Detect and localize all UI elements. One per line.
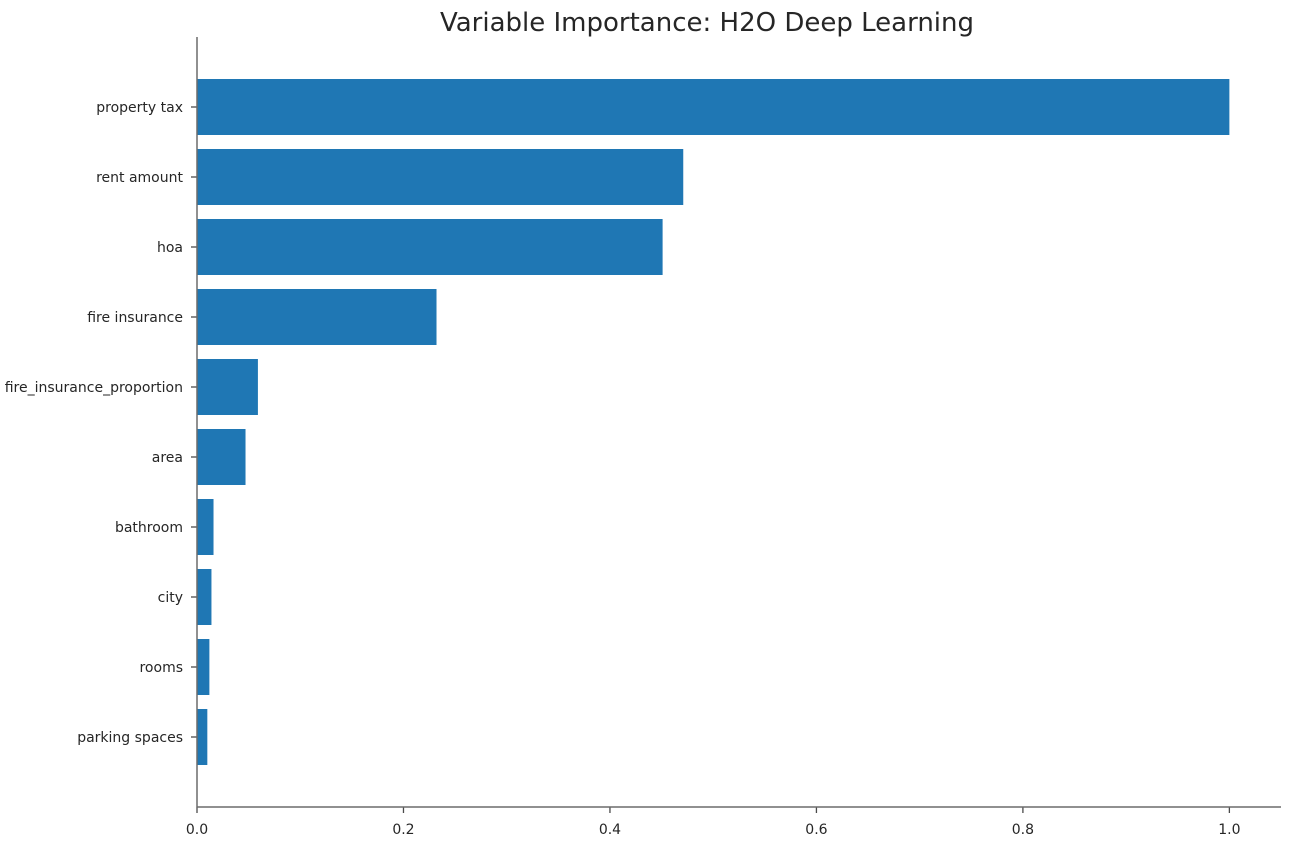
x-axis-ticks: 0.0 0.2 0.4 0.6 0.8 1.0: [186, 807, 1241, 838]
y-tick-label: city: [158, 590, 183, 606]
bar-bathroom: [197, 499, 214, 555]
x-tick-label: 1.0: [1218, 822, 1240, 838]
x-tick-label: 0.8: [1012, 822, 1034, 838]
y-tick-label: fire_insurance_proportion: [5, 380, 183, 396]
bar-city: [197, 569, 212, 625]
bar-hoa: [197, 219, 663, 275]
bar-parking-spaces: [197, 709, 208, 765]
bar-rooms: [197, 639, 210, 695]
x-tick-label: 0.0: [186, 822, 208, 838]
y-tick-label: fire insurance: [87, 310, 183, 326]
y-tick-label: bathroom: [115, 520, 183, 536]
bar-area: [197, 429, 246, 485]
bar-fire-insurance-proportion: [197, 359, 258, 415]
x-tick-label: 0.2: [392, 822, 414, 838]
y-tick-label: property tax: [96, 100, 183, 116]
chart-title: Variable Importance: H2O Deep Learning: [440, 8, 974, 38]
y-tick-label: parking spaces: [77, 730, 183, 746]
bar-rent-amount: [197, 149, 684, 205]
x-tick-label: 0.4: [599, 822, 621, 838]
bar-property-tax: [197, 79, 1230, 135]
y-tick-label: area: [152, 450, 183, 466]
bars-group: [197, 79, 1230, 765]
x-tick-label: 0.6: [805, 822, 827, 838]
y-tick-label: hoa: [157, 240, 183, 256]
bar-fire-insurance: [197, 289, 437, 345]
y-tick-label: rooms: [139, 660, 183, 676]
y-tick-label: rent amount: [96, 170, 183, 186]
y-axis-ticks: property tax rent amount hoa fire insurance…: [5, 100, 197, 746]
